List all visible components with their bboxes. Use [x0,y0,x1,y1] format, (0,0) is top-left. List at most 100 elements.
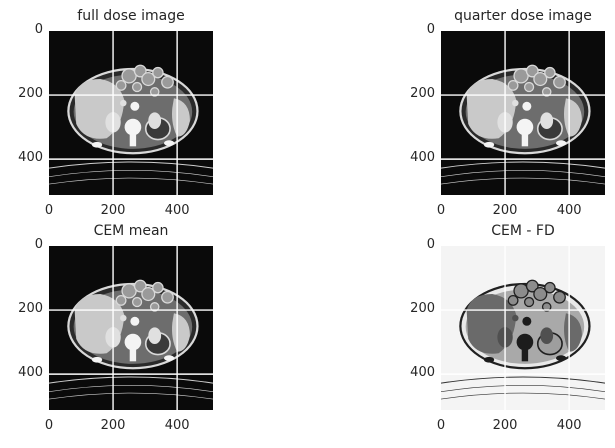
x-tick-label: 200 [100,418,126,433]
x-tick-label: 400 [556,203,582,218]
bowel-loop [533,287,548,302]
rib-right [555,355,567,361]
table-curve [441,177,605,185]
vessel [512,314,519,322]
kidney-right [540,327,554,345]
x-tick-label: 200 [100,203,126,218]
aorta [130,101,140,111]
aorta [522,316,532,326]
ct-image [441,31,605,195]
y-tick-label: 0 [426,22,435,37]
spinous-process [521,348,529,362]
y-tick-label: 200 [18,86,43,102]
table-curve [49,392,213,400]
bowel-loop [553,290,566,304]
bowel-loop [141,287,156,302]
image-panel: CEM - FD 0 200 400 0 200 400 [410,223,605,433]
y-tick-label: 200 [18,301,43,317]
bowel-loop [161,290,174,304]
x-tick-label: 0 [436,418,446,433]
panel-title: CEM mean [93,223,169,239]
vertebra [124,333,142,351]
aorta [130,316,140,326]
vessel [120,99,127,107]
table-curve [441,392,605,400]
table-curve [49,161,213,169]
table-curve [441,385,605,393]
bowel-loop [152,281,164,294]
bowel-loop [507,295,519,306]
vertebra [124,118,142,136]
rib-right [555,140,567,146]
bowel-loop [544,281,556,294]
bowel-loop [131,81,143,93]
y-tick-label: 200 [410,86,435,102]
vertebra [516,333,534,351]
panel-title: CEM - FD [491,223,555,239]
x-tick-label: 400 [556,418,582,433]
image-panel: quarter dose image 0 200 400 0 200 400 [410,8,605,218]
ct-image [49,31,213,195]
bowel-loop [553,75,566,89]
y-tick-label: 0 [426,237,435,252]
x-tick-label: 400 [164,203,190,218]
x-tick-label: 0 [436,203,446,218]
vertebra [516,118,534,136]
spinous-process [129,133,137,147]
table-curve [441,170,605,178]
bowel-loop [523,81,535,93]
bowel-loop [507,80,519,91]
bowel-loop [141,72,156,87]
image-panel: full dose image 0 200 400 0 200 400 [18,8,213,218]
table-curve [49,170,213,178]
bowel-loop [161,75,174,89]
bowel-loop [115,80,127,91]
panel-title: quarter dose image [454,8,592,24]
grid-overlay [49,246,213,410]
y-tick-label: 400 [410,150,435,166]
rib-left [91,356,103,363]
bowel-loop [525,64,539,78]
bowel-loop [541,87,552,97]
panel-title: full dose image [77,8,185,24]
table-curve [49,385,213,393]
table-curve [441,376,605,384]
vessel [120,314,127,322]
aorta [522,101,532,111]
rib-right [163,355,175,361]
y-tick-label: 200 [410,301,435,317]
bowel-loop [544,66,556,79]
bowel-loop [131,296,143,308]
ct-image [441,246,605,410]
y-tick-label: 400 [18,365,43,381]
ct-image [49,246,213,410]
table-curve [49,376,213,384]
grid-overlay [49,31,213,195]
y-tick-label: 400 [410,365,435,381]
bowel-loop [133,279,147,293]
bowel-loop [149,302,160,312]
grid-overlay [441,31,605,195]
bowel-loop [523,296,535,308]
x-tick-label: 200 [492,418,518,433]
spinous-process [521,133,529,147]
x-tick-label: 0 [44,203,54,218]
bowel-loop [533,72,548,87]
grid-overlay [441,246,605,410]
y-tick-label: 400 [18,150,43,166]
kidney-right [148,112,162,130]
vessel [512,99,519,107]
x-tick-label: 0 [44,418,54,433]
rib-left [91,141,103,148]
rib-left [483,141,495,148]
table-curve [441,161,605,169]
bowel-loop [115,295,127,306]
bowel-loop [149,87,160,97]
rib-left [483,356,495,363]
y-tick-label: 0 [34,22,43,37]
bowel-loop [152,66,164,79]
rib-right [163,140,175,146]
kidney-right [148,327,162,345]
bowel-loop [525,279,539,293]
x-tick-label: 400 [164,418,190,433]
